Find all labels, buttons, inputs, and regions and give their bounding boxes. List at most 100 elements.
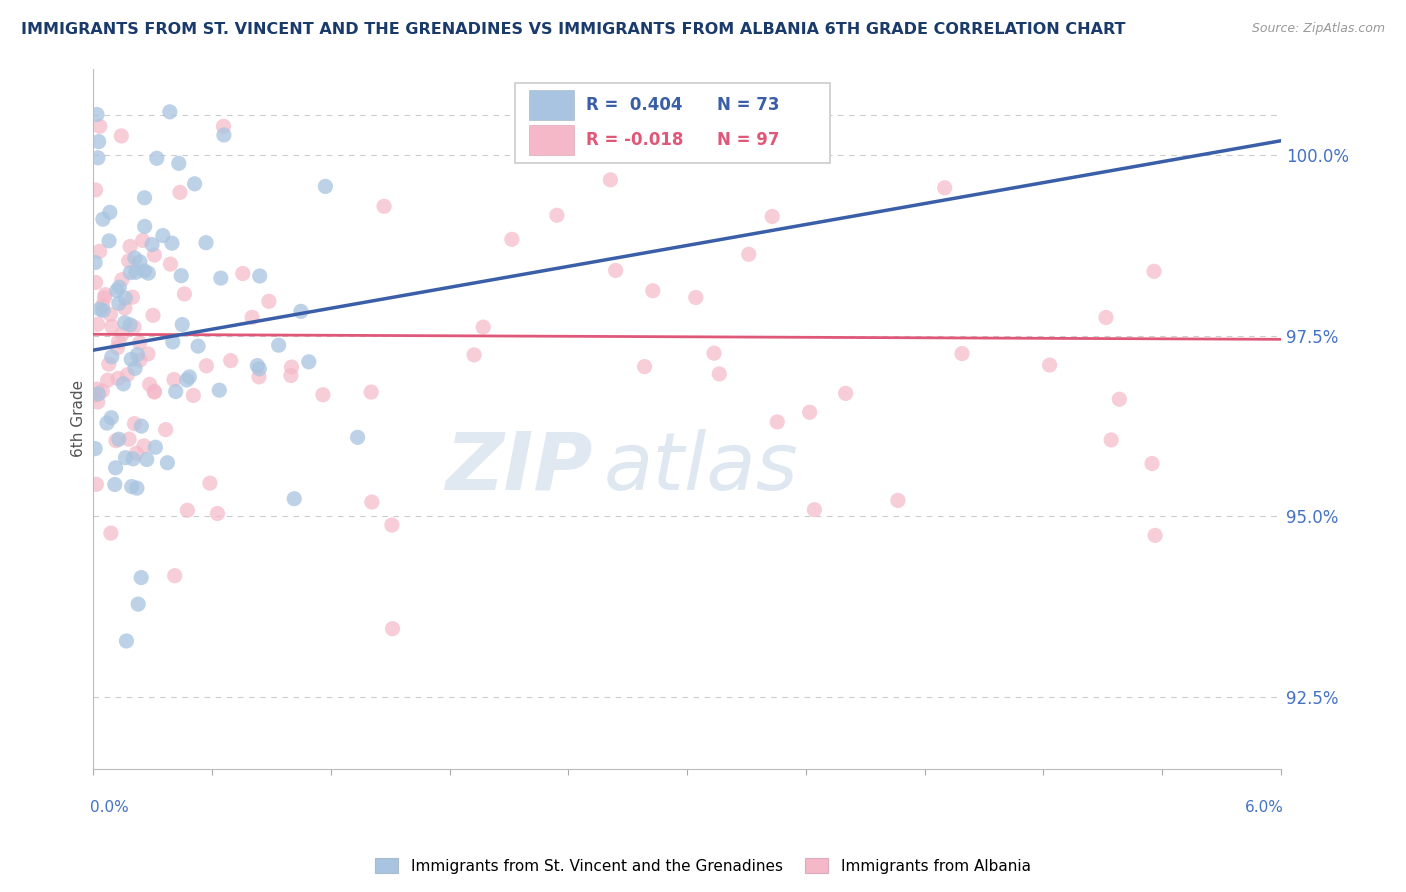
Point: [86, 477, 108, 491]
Point: [107, 334, 129, 348]
Point: [84, 442, 107, 456]
Point: [599, 148, 621, 162]
Point: [132, 234, 155, 248]
Point: [209, 271, 232, 285]
Point: [142, 308, 165, 322]
Point: [160, 236, 183, 251]
Point: [134, 219, 156, 234]
Point: [97, 373, 120, 387]
Point: [247, 369, 270, 384]
Bar: [529, 90, 574, 120]
Point: [501, 232, 523, 246]
Point: [1099, 433, 1122, 447]
Point: [176, 503, 198, 517]
Point: [136, 266, 159, 280]
Point: [100, 526, 122, 541]
Point: [799, 405, 821, 419]
Point: [129, 255, 152, 269]
Point: [703, 346, 725, 360]
Point: [138, 377, 160, 392]
Point: [183, 388, 205, 402]
Text: R =  0.404: R = 0.404: [586, 96, 682, 114]
Point: [173, 287, 195, 301]
Point: [134, 264, 156, 278]
Point: [131, 419, 153, 434]
Point: [132, 439, 155, 453]
Text: 6.0%: 6.0%: [1244, 799, 1284, 814]
Point: [257, 294, 280, 309]
Point: [127, 348, 149, 362]
Point: [163, 568, 186, 582]
Point: [84, 388, 107, 402]
Point: [86, 318, 108, 332]
Point: [290, 304, 312, 318]
Point: [950, 346, 973, 360]
Point: [118, 432, 141, 446]
Point: [124, 417, 146, 431]
Point: [127, 597, 149, 611]
Point: [1038, 358, 1060, 372]
Point: [105, 284, 128, 298]
Point: [1108, 392, 1130, 407]
Text: atlas: atlas: [605, 429, 799, 507]
Point: [98, 234, 121, 248]
Point: [136, 347, 159, 361]
Point: [107, 296, 129, 310]
Point: [143, 384, 166, 399]
Point: [114, 316, 136, 330]
Point: [247, 361, 270, 376]
Point: [208, 383, 231, 397]
Point: [373, 199, 395, 213]
Point: [104, 477, 127, 491]
Point: [121, 479, 143, 493]
Point: [87, 387, 110, 401]
Point: [111, 273, 134, 287]
Point: [183, 177, 205, 191]
Point: [91, 212, 114, 227]
Text: 0.0%: 0.0%: [90, 799, 129, 814]
Point: [143, 248, 166, 262]
Y-axis label: 6th Grade: 6th Grade: [72, 380, 86, 458]
Point: [207, 507, 229, 521]
Point: [381, 622, 404, 636]
Point: [159, 104, 181, 119]
Point: [84, 183, 107, 197]
Point: [114, 450, 136, 465]
Point: [170, 268, 193, 283]
Point: [605, 263, 627, 277]
Point: [91, 298, 114, 312]
Point: [240, 310, 263, 325]
Point: [472, 320, 495, 334]
Point: [246, 359, 269, 373]
Point: [766, 415, 789, 429]
Point: [212, 120, 235, 134]
Point: [107, 341, 129, 355]
Point: [145, 151, 167, 165]
Point: [122, 451, 145, 466]
Point: [101, 319, 124, 334]
Point: [1095, 310, 1118, 325]
FancyBboxPatch shape: [515, 83, 830, 163]
Point: [803, 502, 825, 516]
Point: [104, 434, 127, 448]
Point: [135, 452, 157, 467]
Point: [117, 368, 139, 382]
Point: [115, 634, 138, 648]
Point: [280, 360, 302, 375]
Point: [169, 186, 191, 200]
Point: [546, 208, 568, 222]
Point: [122, 320, 145, 334]
Point: [124, 251, 146, 265]
Point: [84, 276, 107, 290]
Point: [125, 446, 148, 460]
Legend: Immigrants from St. Vincent and the Grenadines, Immigrants from Albania: Immigrants from St. Vincent and the Gren…: [370, 852, 1036, 880]
Point: [312, 388, 335, 402]
Point: [125, 265, 148, 279]
Point: [120, 318, 142, 332]
Point: [219, 353, 242, 368]
Point: [195, 235, 218, 250]
Point: [159, 257, 181, 271]
Text: ZIP: ZIP: [444, 429, 592, 507]
Point: [761, 210, 783, 224]
Point: [934, 181, 956, 195]
